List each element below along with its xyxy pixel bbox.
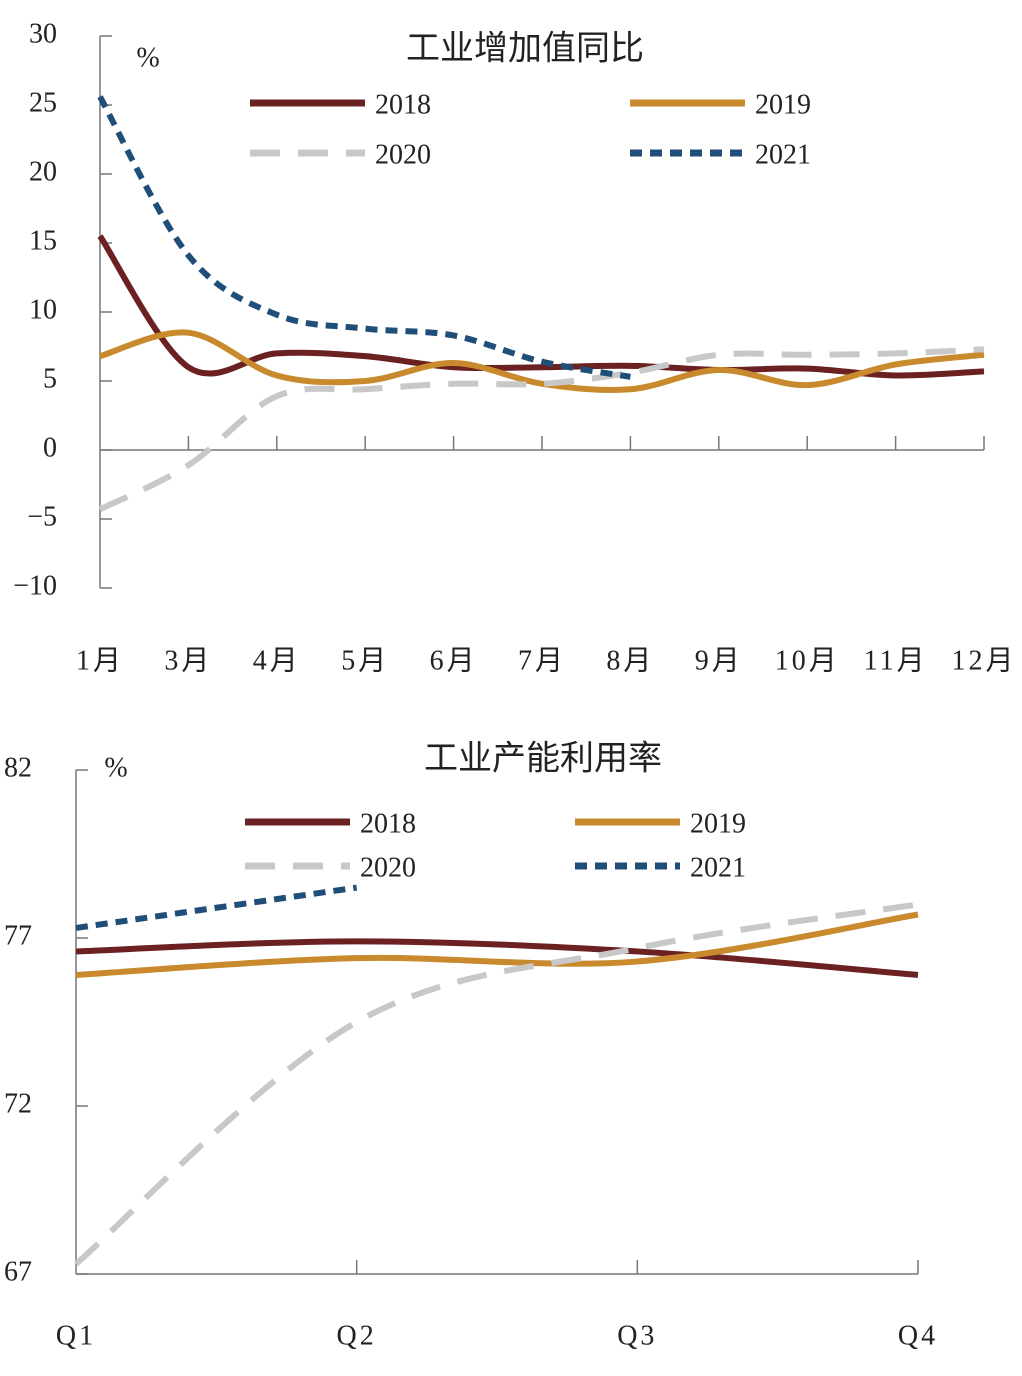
x-tick-label: 4月 (253, 645, 301, 676)
y-tick-label: 5 (43, 363, 57, 394)
x-tick-label: Q1 (56, 1320, 96, 1351)
x-tick-label: 3月 (164, 645, 212, 676)
series-line (99, 329, 985, 394)
y-tick-label: 72 (4, 1088, 32, 1119)
series-line (75, 938, 919, 978)
legend-label: 2018 (375, 89, 431, 120)
series-line (97, 95, 631, 380)
x-tick-label: 6月 (430, 645, 478, 676)
legend-label: 2021 (755, 139, 811, 170)
unit-label: % (104, 752, 127, 783)
x-tick-label: 7月 (518, 645, 566, 676)
y-tick-label: 15 (29, 225, 57, 256)
series-line (98, 346, 985, 513)
y-tick-label: 20 (29, 156, 57, 187)
x-tick-label: 10月 (775, 645, 840, 676)
x-tick-label: 12月 (951, 645, 1016, 676)
y-tick-label: 67 (4, 1256, 32, 1287)
series-line (75, 911, 919, 978)
legend-label: 2020 (360, 852, 416, 883)
legend-label: 2019 (690, 808, 746, 839)
x-tick-label: 5月 (341, 645, 389, 676)
chart-title: 工业增加值同比 (406, 29, 644, 69)
x-tick-label: Q3 (617, 1320, 657, 1351)
legend-label: 2020 (375, 139, 431, 170)
x-tick-label: Q4 (898, 1320, 938, 1351)
y-tick-label: 82 (4, 752, 32, 783)
x-tick-label: Q2 (337, 1320, 377, 1351)
unit-label: % (136, 42, 159, 73)
y-tick-label: −5 (27, 501, 57, 532)
x-tick-label: 11月 (864, 645, 928, 676)
y-tick-label: 10 (29, 294, 57, 325)
legend-label: 2021 (690, 852, 746, 883)
y-tick-label: 77 (4, 920, 32, 951)
y-tick-label: 0 (43, 432, 57, 463)
legend-label: 2019 (755, 89, 811, 120)
x-tick-label: 8月 (606, 645, 654, 676)
y-tick-label: 30 (29, 18, 57, 49)
x-tick-label: 9月 (695, 645, 743, 676)
x-tick-label: 1月 (76, 645, 124, 676)
chart-title: 工业产能利用率 (424, 739, 662, 779)
y-tick-label: 25 (29, 87, 57, 118)
series-line (74, 901, 919, 1267)
series-line (97, 234, 985, 379)
legend-label: 2018 (360, 808, 416, 839)
series-line (75, 884, 358, 931)
y-tick-label: −10 (13, 570, 57, 601)
